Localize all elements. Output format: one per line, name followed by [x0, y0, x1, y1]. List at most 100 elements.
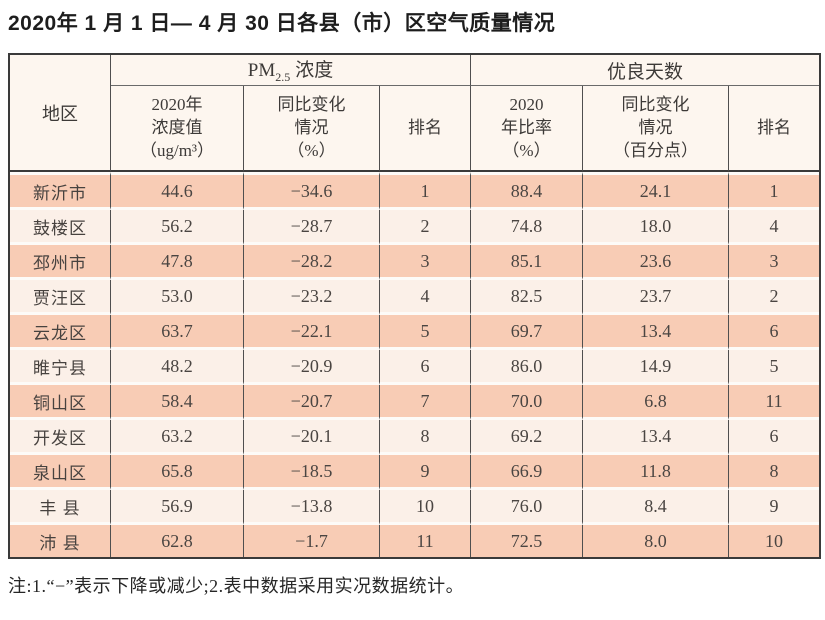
column-header-good-rank: 排名: [729, 86, 820, 173]
cell-pm-value: 56.2: [111, 210, 244, 246]
cell-region: 新沂市: [10, 172, 111, 211]
cell-pm-value: 63.7: [111, 315, 244, 351]
cell-pm-value: 58.4: [111, 385, 244, 421]
cell-good-change: 14.9: [583, 350, 729, 386]
cell-good-ratio: 69.2: [471, 420, 583, 456]
cell-pm-value: 65.8: [111, 455, 244, 491]
cell-good-change: 6.8: [583, 385, 729, 421]
group-header-row: 地区 PM2.5 浓度 优良天数: [10, 55, 820, 173]
cell-region: 睢宁县: [10, 350, 111, 386]
pm-label-prefix: PM: [247, 60, 276, 82]
cell-region: 贾汪区: [10, 280, 111, 316]
pm-label-suffix: 浓度: [295, 60, 334, 82]
cell-pm-change: −28.7: [244, 210, 380, 246]
table-row: 沛 县 62.8 −1.7 11 72.5 8.0 10: [10, 525, 820, 558]
cell-good-rank: 6: [729, 420, 820, 456]
cell-good-ratio: 82.5: [471, 280, 583, 316]
table-row: 邳州市 47.8 −28.2 3 85.1 23.6 3: [10, 245, 820, 281]
cell-pm-change: −20.1: [244, 420, 380, 456]
cell-good-change: 13.4: [583, 315, 729, 351]
pm-label-subscript: 2.5: [275, 70, 291, 85]
cell-region: 鼓楼区: [10, 210, 111, 246]
cell-good-ratio: 70.0: [471, 385, 583, 421]
cell-good-change: 18.0: [583, 210, 729, 246]
cell-pm-value: 48.2: [111, 350, 244, 386]
cell-good-change: 13.4: [583, 420, 729, 456]
cell-good-change: 8.0: [583, 525, 729, 558]
table-row: 新沂市 44.6 −34.6 1 88.4 24.1 1: [10, 172, 820, 211]
table-row: 泉山区 65.8 −18.5 9 66.9 11.8 8: [10, 455, 820, 491]
cell-good-rank: 6: [729, 315, 820, 351]
column-header-good-change: 同比变化 情况 （百分点）: [583, 86, 729, 173]
cell-good-ratio: 86.0: [471, 350, 583, 386]
cell-good-change: 23.7: [583, 280, 729, 316]
column-header-region: 地区: [10, 55, 111, 173]
table-row: 贾汪区 53.0 −23.2 4 82.5 23.7 2: [10, 280, 820, 316]
cell-pm-value: 63.2: [111, 420, 244, 456]
cell-pm-rank: 2: [380, 210, 471, 246]
cell-good-ratio: 88.4: [471, 172, 583, 211]
cell-region: 泉山区: [10, 455, 111, 491]
cell-good-ratio: 69.7: [471, 315, 583, 351]
air-quality-table: 地区 PM2.5 浓度 优良天数 2020年 浓度值 （ug/m³） 同比变化 情…: [8, 53, 822, 560]
cell-good-ratio: 72.5: [471, 525, 583, 558]
cell-good-rank: 4: [729, 210, 820, 246]
cell-region: 沛 县: [10, 525, 111, 558]
table-row: 开发区 63.2 −20.1 8 69.2 13.4 6: [10, 420, 820, 456]
page-title: 2020年 1 月 1 日— 4 月 30 日各县（市）区空气质量情况: [8, 12, 556, 35]
cell-good-rank: 9: [729, 490, 820, 526]
column-header-good-ratio: 2020 年比率 （%）: [471, 86, 583, 173]
cell-good-rank: 8: [729, 455, 820, 491]
cell-pm-value: 47.8: [111, 245, 244, 281]
table-row: 睢宁县 48.2 −20.9 6 86.0 14.9 5: [10, 350, 820, 386]
cell-good-change: 8.4: [583, 490, 729, 526]
cell-pm-rank: 11: [380, 525, 471, 558]
cell-pm-rank: 1: [380, 172, 471, 211]
group-header-pm25: PM2.5 浓度: [111, 55, 471, 87]
cell-pm-rank: 8: [380, 420, 471, 456]
group-header-good-days: 优良天数: [471, 55, 820, 87]
cell-pm-value: 53.0: [111, 280, 244, 316]
cell-pm-rank: 6: [380, 350, 471, 386]
cell-pm-change: −28.2: [244, 245, 380, 281]
cell-good-ratio: 76.0: [471, 490, 583, 526]
cell-pm-value: 44.6: [111, 172, 244, 211]
cell-good-rank: 5: [729, 350, 820, 386]
cell-pm-rank: 4: [380, 280, 471, 316]
column-header-pm-value: 2020年 浓度值 （ug/m³）: [111, 86, 244, 173]
cell-pm-change: −20.9: [244, 350, 380, 386]
cell-pm-value: 62.8: [111, 525, 244, 558]
footnote: 注:1.“−”表示下降或减少;2.表中数据采用实况数据统计。: [8, 576, 465, 597]
cell-pm-rank: 3: [380, 245, 471, 281]
table-row: 云龙区 63.7 −22.1 5 69.7 13.4 6: [10, 315, 820, 351]
cell-pm-rank: 9: [380, 455, 471, 491]
cell-pm-rank: 7: [380, 385, 471, 421]
cell-good-rank: 3: [729, 245, 820, 281]
cell-pm-change: −13.8: [244, 490, 380, 526]
cell-good-rank: 1: [729, 172, 820, 211]
cell-region: 云龙区: [10, 315, 111, 351]
cell-pm-value: 56.9: [111, 490, 244, 526]
cell-pm-rank: 10: [380, 490, 471, 526]
cell-good-change: 24.1: [583, 172, 729, 211]
table-row: 鼓楼区 56.2 −28.7 2 74.8 18.0 4: [10, 210, 820, 246]
cell-pm-rank: 5: [380, 315, 471, 351]
cell-good-ratio: 74.8: [471, 210, 583, 246]
cell-pm-change: −22.1: [244, 315, 380, 351]
cell-region: 丰 县: [10, 490, 111, 526]
column-header-pm-rank: 排名: [380, 86, 471, 173]
cell-good-rank: 11: [729, 385, 820, 421]
cell-good-ratio: 85.1: [471, 245, 583, 281]
column-header-pm-change: 同比变化 情况 （%）: [244, 86, 380, 173]
cell-good-ratio: 66.9: [471, 455, 583, 491]
sub-header-row: 2020年 浓度值 （ug/m³） 同比变化 情况 （%） 排名 2020 年比…: [10, 86, 820, 173]
cell-good-rank: 2: [729, 280, 820, 316]
cell-good-change: 23.6: [583, 245, 729, 281]
table-row: 铜山区 58.4 −20.7 7 70.0 6.8 11: [10, 385, 820, 421]
cell-pm-change: −1.7: [244, 525, 380, 558]
table-body: 新沂市 44.6 −34.6 1 88.4 24.1 1 鼓楼区 56.2 −28.7 2 74.8 1…: [10, 172, 820, 558]
cell-pm-change: −34.6: [244, 172, 380, 211]
cell-pm-change: −23.2: [244, 280, 380, 316]
table-header: 地区 PM2.5 浓度 优良天数 2020年 浓度值 （ug/m³） 同比变化 情…: [10, 55, 820, 173]
